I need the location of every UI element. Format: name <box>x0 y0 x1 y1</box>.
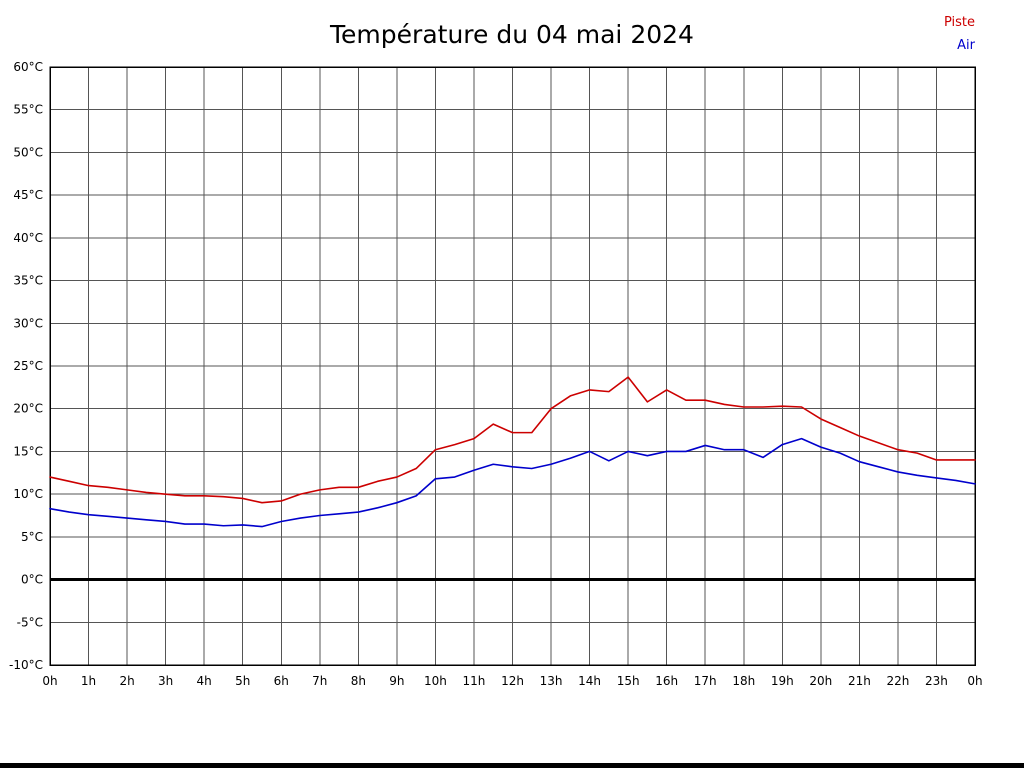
x-tick-label: 4h <box>197 674 212 688</box>
y-tick-label: 50°C <box>13 145 43 159</box>
x-tick-label: 19h <box>771 674 794 688</box>
x-tick-label: 14h <box>578 674 601 688</box>
x-tick-label: 6h <box>274 674 289 688</box>
x-tick-label: 22h <box>886 674 909 688</box>
y-tick-label: 35°C <box>13 274 43 288</box>
y-tick-label: 60°C <box>13 60 43 74</box>
x-tick-label: 16h <box>655 674 678 688</box>
x-tick-label: 12h <box>501 674 524 688</box>
x-tick-label: 23h <box>925 674 948 688</box>
x-tick-label: 1h <box>81 674 96 688</box>
x-tick-label: 2h <box>119 674 134 688</box>
x-tick-label: 13h <box>540 674 563 688</box>
y-tick-label: 45°C <box>13 188 43 202</box>
x-tick-label: 17h <box>694 674 717 688</box>
y-tick-label: 15°C <box>13 444 43 458</box>
x-tick-label: 9h <box>389 674 404 688</box>
y-tick-label: 5°C <box>21 530 43 544</box>
x-tick-label: 7h <box>312 674 327 688</box>
y-tick-label: -10°C <box>9 658 43 672</box>
x-tick-label: 18h <box>732 674 755 688</box>
legend-item-piste: Piste <box>943 15 975 30</box>
y-tick-label: 30°C <box>13 316 43 330</box>
x-tick-label: 0h <box>42 674 57 688</box>
x-tick-label: 5h <box>235 674 250 688</box>
legend-item-air: Air <box>957 38 975 53</box>
y-tick-label: -5°C <box>17 615 43 629</box>
x-tick-label: 15h <box>617 674 640 688</box>
y-tick-label: 55°C <box>13 103 43 117</box>
y-tick-label: 25°C <box>13 359 43 373</box>
x-tick-label: 3h <box>158 674 173 688</box>
x-tick-label: 10h <box>424 674 447 688</box>
y-tick-label: 20°C <box>13 402 43 416</box>
x-tick-label: 21h <box>848 674 871 688</box>
x-tick-label: 20h <box>809 674 832 688</box>
y-tick-label: 10°C <box>13 487 43 501</box>
x-tick-label: 11h <box>463 674 486 688</box>
x-tick-label: 8h <box>351 674 366 688</box>
series-line-piste <box>49 376 976 504</box>
chart-legend: Piste Air <box>944 11 975 57</box>
chart-title: Température du 04 mai 2024 <box>330 20 694 49</box>
y-tick-label: 0°C <box>21 573 43 587</box>
series-line-air <box>49 437 976 528</box>
x-tick-label: 0h <box>967 674 982 688</box>
y-tick-label: 40°C <box>13 231 43 245</box>
